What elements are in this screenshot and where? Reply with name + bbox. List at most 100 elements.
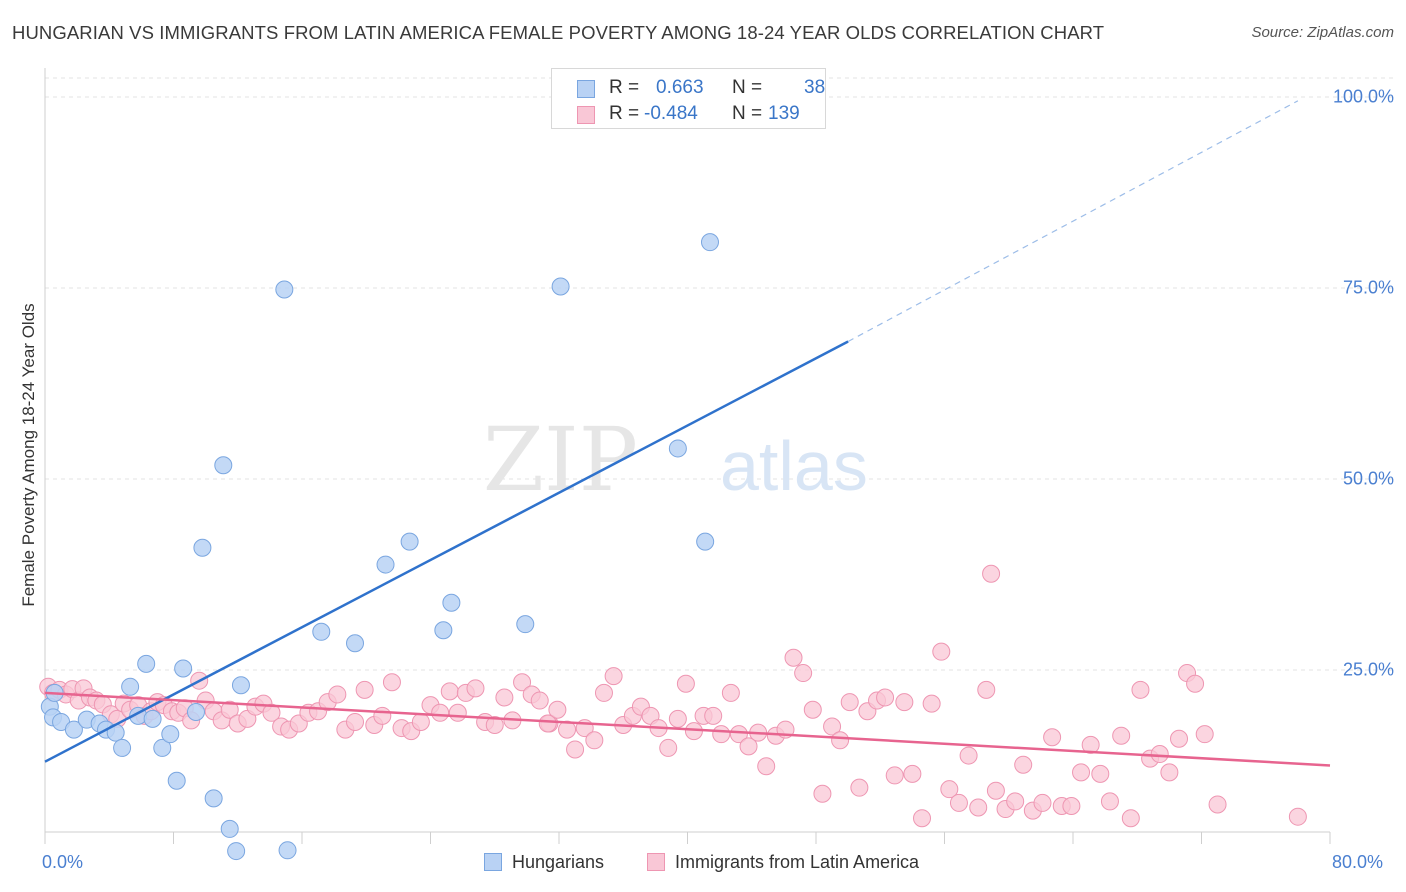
latin-america-point: [969, 798, 988, 817]
latin-america-point: [585, 731, 604, 750]
hungarian-point: [137, 654, 156, 673]
hungarian-point: [376, 555, 395, 574]
latin-america-point: [986, 781, 1005, 800]
latin-america-point: [1043, 728, 1062, 747]
latin-america-point: [1288, 807, 1307, 826]
hungarian-point: [204, 789, 223, 808]
latin-america-point: [932, 642, 951, 661]
latin-america-point: [538, 714, 557, 733]
latin-america-point: [1121, 809, 1140, 828]
latin-america-point: [1072, 763, 1091, 782]
hungarian-point: [143, 709, 162, 728]
latin-america-point: [530, 691, 549, 710]
legend-hungarians: Hungarians: [484, 852, 604, 873]
hungarian-point: [442, 593, 461, 612]
latin-america-point: [1150, 745, 1169, 764]
latin-america-point: [1131, 680, 1150, 699]
n-value: 38: [804, 77, 826, 98]
latin-america-point: [558, 720, 577, 739]
hungarian-point: [153, 738, 172, 757]
latin-america-point: [1186, 674, 1205, 693]
hungarian-point: [64, 720, 83, 739]
latin-swatch: [577, 106, 595, 124]
legend-swatch-latin: [647, 853, 665, 871]
latin-america-point: [1170, 729, 1189, 748]
n-label: N =: [732, 77, 763, 98]
latin-america-point: [850, 778, 869, 797]
y-tick-label: 25.0%: [1342, 659, 1394, 680]
latin-america-point: [659, 738, 678, 757]
x-tick-label-max: 80.0%: [1332, 852, 1384, 872]
latin-america-point: [676, 674, 695, 693]
latin-america-point: [566, 740, 585, 759]
latin-america-point: [885, 766, 904, 785]
latin-america-point: [903, 764, 922, 783]
hungarian-point: [193, 538, 212, 557]
latin-america-point: [1208, 795, 1227, 814]
latin-america-point: [328, 685, 347, 704]
y-axis-label: Female Poverty Among 18-24 Year Olds: [19, 303, 38, 607]
hungarian-points: [40, 233, 719, 861]
latin-america-point: [262, 703, 281, 722]
latin-america-point: [721, 683, 740, 702]
latin-america-point: [1006, 792, 1025, 811]
legend-label-latin: Immigrants from Latin America: [675, 852, 920, 872]
hungarians-swatch: [577, 80, 595, 98]
latin-america-point: [982, 564, 1001, 583]
y-tick-label: 100.0%: [1332, 86, 1394, 107]
stats-row-hungarians: R = 0.663 N = 38: [552, 77, 825, 101]
n-label: N =: [732, 103, 763, 124]
hungarian-point: [434, 621, 453, 640]
latin-america-point: [668, 709, 687, 728]
latin-america-point: [823, 717, 842, 736]
latin-america-point: [1100, 792, 1119, 811]
latin-america-point: [604, 667, 623, 686]
latin-america-point: [784, 648, 803, 667]
hungarian-point: [400, 532, 419, 551]
hungarian-point: [696, 532, 715, 551]
hungarian-point: [113, 738, 132, 757]
stats-box: R = 0.663 N = 38 R = -0.484 N = 139: [551, 68, 826, 129]
latin-america-point: [440, 682, 459, 701]
hungarian-point: [161, 725, 180, 744]
latin-america-trend-line: [44, 691, 1331, 767]
latin-america-point: [355, 680, 374, 699]
latin-america-point: [803, 700, 822, 719]
watermark-zip: ZIP: [483, 408, 638, 511]
latin-america-point: [411, 712, 430, 731]
hungarian-point: [214, 456, 233, 475]
watermark-atlas: atlas: [720, 427, 868, 505]
hungarian-point: [516, 615, 535, 634]
hungarian-point: [312, 622, 331, 641]
latin-america-point: [977, 680, 996, 699]
hungarian-point: [231, 676, 250, 695]
latin-america-point: [466, 679, 485, 698]
hungarian-point: [121, 677, 140, 696]
hungarian-point: [167, 771, 186, 790]
hungarian-point: [220, 819, 239, 838]
hungarian-point: [278, 841, 297, 860]
latin-america-point: [1033, 793, 1052, 812]
latin-america-point: [729, 725, 748, 744]
n-value: 139: [768, 103, 800, 124]
latin-america-point: [1091, 764, 1110, 783]
latin-america-point: [876, 688, 895, 707]
latin-america-point: [813, 784, 832, 803]
latin-america-point: [373, 706, 392, 725]
latin-america-point: [895, 693, 914, 712]
latin-america-point: [940, 780, 959, 799]
hungarian-point: [668, 439, 687, 458]
latin-america-point: [513, 673, 532, 692]
stats-row-latin: R = -0.484 N = 139: [552, 103, 825, 127]
latin-america-point: [831, 731, 850, 750]
latin-america-point: [448, 703, 467, 722]
x-tick-label-min: 0.0%: [42, 852, 84, 872]
latin-america-point: [959, 746, 978, 765]
latin-america-point: [1062, 796, 1081, 815]
latin-america-point: [739, 737, 758, 756]
trend-lines: [44, 100, 1331, 767]
latin-america-points: [39, 564, 1307, 828]
latin-america-point: [594, 683, 613, 702]
hungarian-trend-extension: [847, 100, 1299, 343]
